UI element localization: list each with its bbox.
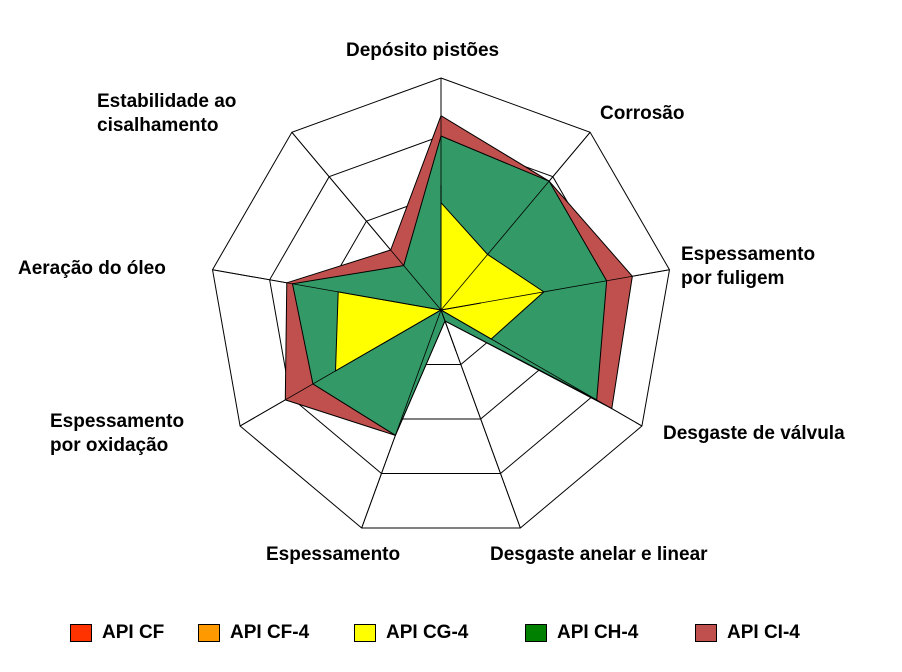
axis-label-espessamento-fuligem: Espessamento por fuligem bbox=[681, 244, 816, 289]
grid-ring bbox=[212, 77, 670, 529]
legend-item-api-ci-4: API CI-4 bbox=[695, 620, 800, 646]
legend-label: API CF-4 bbox=[230, 622, 310, 643]
axis-label-desgaste-valvula: Desgaste de válvula bbox=[663, 423, 845, 444]
axis-label-desgaste-anelar-linear: Desgaste anelar e linear bbox=[490, 544, 708, 565]
axis-label-estabilidade-cisalhamento: Estabilidade ao cisalhamento bbox=[97, 91, 237, 136]
legend-item-api-cg-4: API CG-4 bbox=[354, 620, 468, 646]
overlay-spoke bbox=[212, 269, 442, 311]
overlay-spoke bbox=[440, 132, 591, 311]
axis-label-deposito-pistoes: Depósito pistões bbox=[346, 40, 500, 61]
axis-label-corrosao: Corrosão bbox=[600, 103, 685, 124]
legend-swatch bbox=[695, 624, 717, 642]
overlay-spoke bbox=[440, 309, 521, 529]
legend-item-api-cf: API CF bbox=[70, 620, 164, 646]
legend-label: API CG-4 bbox=[386, 622, 469, 643]
overlay-spoke bbox=[440, 309, 643, 427]
legend-label: API CI-4 bbox=[727, 622, 800, 643]
axis-label-espessamento-oxidacao: Espessamento por oxidação bbox=[50, 411, 185, 456]
overlay-spoke bbox=[291, 132, 442, 311]
axis-label-aeracao-oleo: Aeração do óleo bbox=[18, 258, 166, 279]
legend-swatch bbox=[354, 624, 376, 642]
axis-label-espessamento: Espessamento bbox=[266, 544, 401, 565]
overlay-spoke bbox=[239, 309, 442, 427]
overlay-spoke bbox=[361, 309, 442, 529]
legend-swatch bbox=[70, 624, 92, 642]
legend-swatch bbox=[525, 624, 547, 642]
overlay-spoke bbox=[440, 269, 670, 311]
legend-label: API CH-4 bbox=[557, 622, 639, 643]
radar-series bbox=[212, 78, 670, 529]
legend-label: API CF bbox=[102, 622, 165, 643]
legend-item-api-ch-4: API CH-4 bbox=[525, 620, 638, 646]
legend: API CF API CF-4 API CG-4 API CH-4 API CI… bbox=[0, 620, 902, 650]
legend-item-api-cf-4: API CF-4 bbox=[198, 620, 309, 646]
legend-swatch bbox=[198, 624, 220, 642]
